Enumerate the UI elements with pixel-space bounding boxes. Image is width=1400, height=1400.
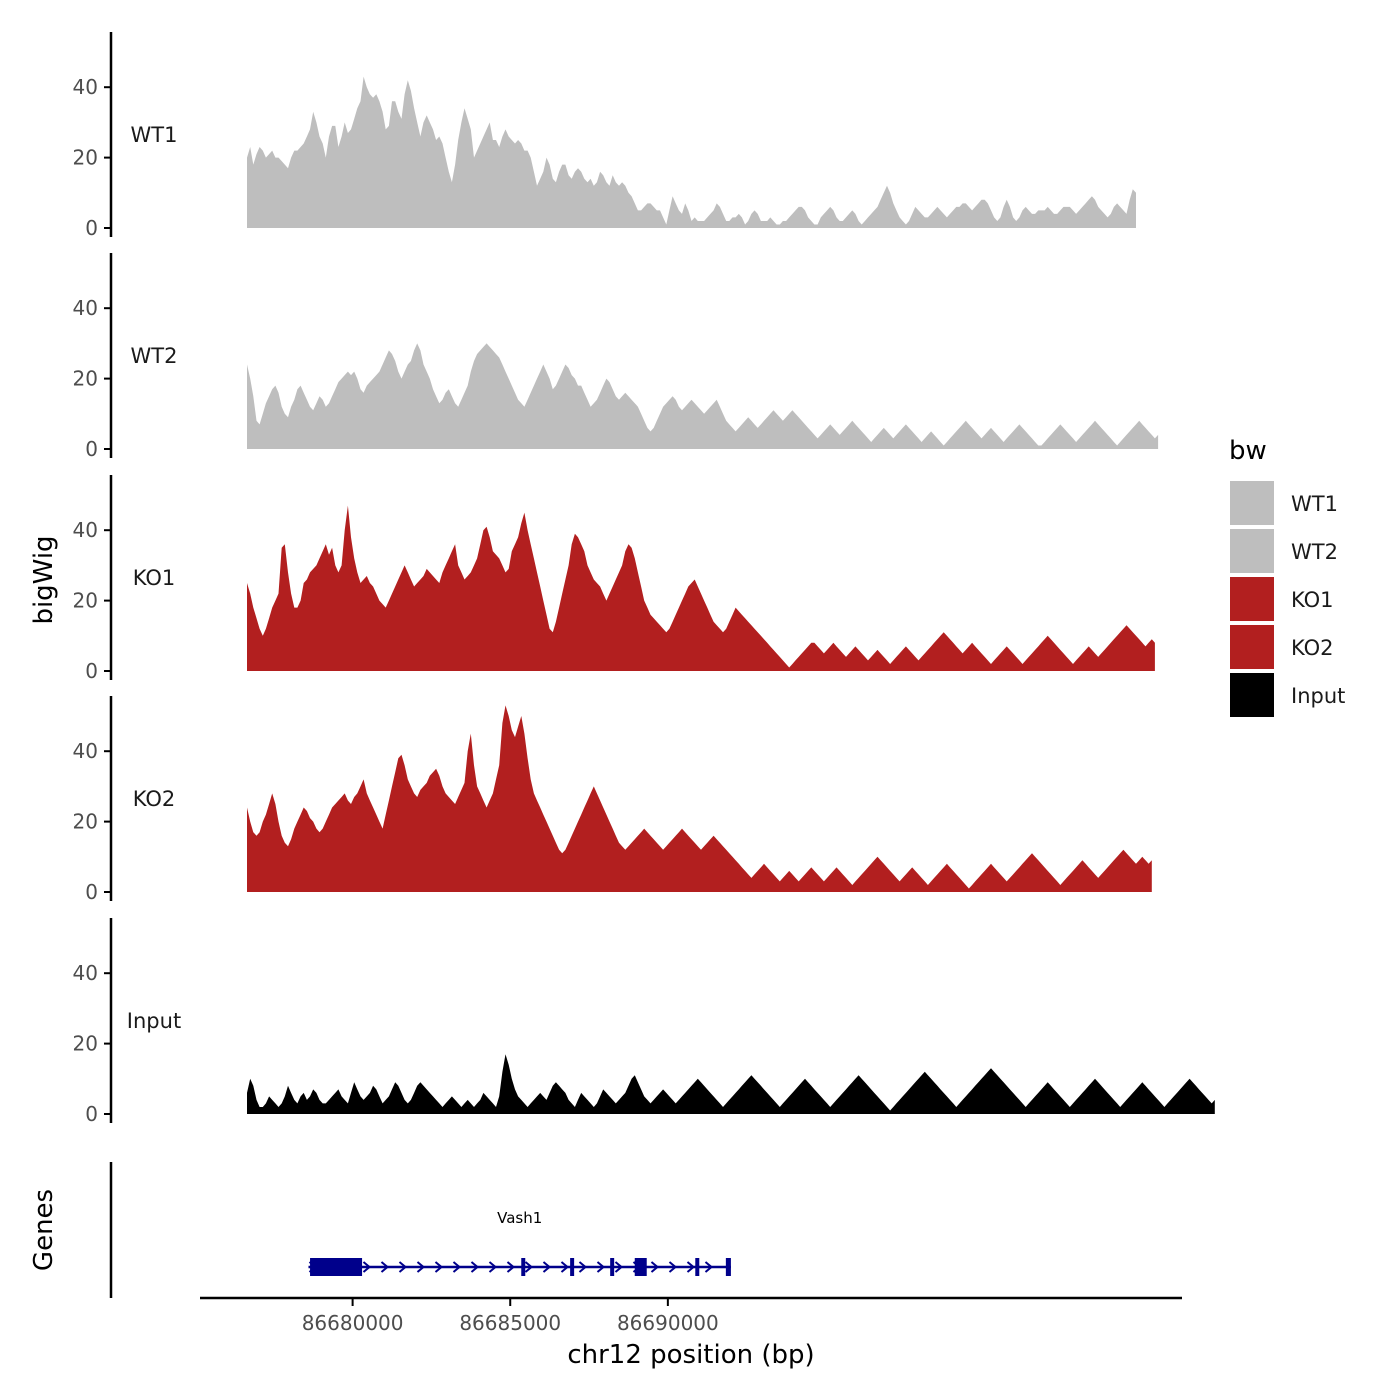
legend-swatch <box>1230 529 1274 573</box>
x-tick-label: 86690000 <box>617 1311 719 1335</box>
strand-arrow <box>398 1261 408 1273</box>
y-tick-label: 20 <box>73 367 98 391</box>
legend-label: WT1 <box>1291 492 1338 516</box>
gene-exon <box>725 1258 731 1276</box>
y-tick-label: 40 <box>73 518 98 542</box>
gene-exon <box>634 1258 647 1276</box>
legend-swatch <box>1230 625 1274 669</box>
legend-swatch <box>1230 481 1274 525</box>
track-ko1: 0 20 40 KO1 <box>73 475 1155 683</box>
legend: bw WT1 WT2 KO1 KO2 Input <box>1229 436 1345 717</box>
strand-arrow <box>650 1261 660 1273</box>
gene-exon <box>570 1258 575 1276</box>
strand-arrow <box>524 1261 534 1273</box>
track-label: WT2 <box>131 344 178 368</box>
y-tick-label: 0 <box>85 1102 98 1126</box>
strand-arrow <box>506 1261 516 1273</box>
y-tick-label: 0 <box>85 437 98 461</box>
legend-item-wt2: WT2 <box>1230 529 1338 573</box>
track-label: KO2 <box>133 787 176 811</box>
gene-track: Vash1 <box>308 1209 731 1276</box>
strand-arrow <box>578 1261 588 1273</box>
gene-exon <box>521 1258 526 1276</box>
track-input: 0 20 40 Input <box>73 918 1215 1126</box>
strand-arrow <box>596 1261 606 1273</box>
strand-arrow <box>470 1261 480 1273</box>
y-tick-label: 20 <box>73 1032 98 1056</box>
legend-swatch <box>1230 673 1274 717</box>
legend-item-ko2: KO2 <box>1230 625 1334 669</box>
track-wt1: 0 20 40 WT1 <box>73 32 1136 240</box>
y-tick-label: 40 <box>73 961 98 985</box>
area-wt1 <box>247 76 1136 228</box>
legend-label: KO1 <box>1291 588 1334 612</box>
strand-arrow <box>560 1261 570 1273</box>
legend-label: Input <box>1291 684 1345 708</box>
strand-arrow <box>380 1261 390 1273</box>
strand-arrow <box>488 1261 498 1273</box>
y-tick-label: 20 <box>73 146 98 170</box>
gene-exon <box>610 1258 615 1276</box>
y-axis-title: bigWig <box>29 535 59 624</box>
genes-panel: Genes Vash1 <box>29 1162 731 1298</box>
track-label: Input <box>127 1009 181 1033</box>
legend-item-ko1: KO1 <box>1230 577 1334 621</box>
legend-item-input: Input <box>1230 673 1345 717</box>
tracks-group: 0 20 40 WT1 0 20 40 WT2 0 20 40 KO1 0 20 40 KO2 0 20 40 Inp… <box>73 32 1215 1126</box>
y-tick-label: 0 <box>85 216 98 240</box>
area-ko1 <box>247 505 1155 671</box>
strand-arrow <box>416 1261 426 1273</box>
y-tick-label: 40 <box>73 296 98 320</box>
y-tick-label: 20 <box>73 810 98 834</box>
legend-item-wt1: WT1 <box>1230 481 1338 525</box>
y-tick-label: 20 <box>73 589 98 613</box>
y-tick-label: 40 <box>73 75 98 99</box>
gene-exon <box>310 1258 363 1276</box>
strand-arrow <box>542 1261 552 1273</box>
strand-arrow <box>362 1261 372 1273</box>
strand-arrow <box>434 1261 444 1273</box>
x-axis: 86680000 86685000 86690000 chr12 position … <box>200 1296 1182 1370</box>
y-tick-label: 0 <box>85 880 98 904</box>
x-ticks: 86680000 86685000 86690000 <box>302 1298 719 1335</box>
gene-exon <box>695 1258 700 1276</box>
track-label: KO1 <box>133 566 176 590</box>
strand-arrow <box>452 1261 462 1273</box>
track-label: WT1 <box>131 123 178 147</box>
strand-arrow <box>686 1261 696 1273</box>
track-wt2: 0 20 40 WT2 <box>73 253 1159 461</box>
gene-name-label: Vash1 <box>497 1209 542 1227</box>
area-input <box>247 1054 1215 1114</box>
strand-arrow <box>704 1261 714 1273</box>
x-tick-label: 86680000 <box>302 1311 404 1335</box>
y-tick-label: 0 <box>85 659 98 683</box>
legend-title: bw <box>1229 436 1267 466</box>
legend-label: WT2 <box>1291 540 1338 564</box>
area-ko2 <box>247 705 1152 892</box>
legend-items: WT1 WT2 KO1 KO2 Input <box>1230 481 1345 717</box>
y-tick-label: 40 <box>73 739 98 763</box>
strand-arrow <box>668 1261 678 1273</box>
genes-panel-title: Genes <box>29 1189 59 1271</box>
x-tick-label: 86685000 <box>459 1311 561 1335</box>
legend-label: KO2 <box>1291 636 1334 660</box>
x-axis-title: chr12 position (bp) <box>567 1340 814 1370</box>
legend-swatch <box>1230 577 1274 621</box>
strand-arrow <box>614 1261 624 1273</box>
track-ko2: 0 20 40 KO2 <box>73 696 1152 904</box>
area-wt2 <box>247 343 1159 449</box>
